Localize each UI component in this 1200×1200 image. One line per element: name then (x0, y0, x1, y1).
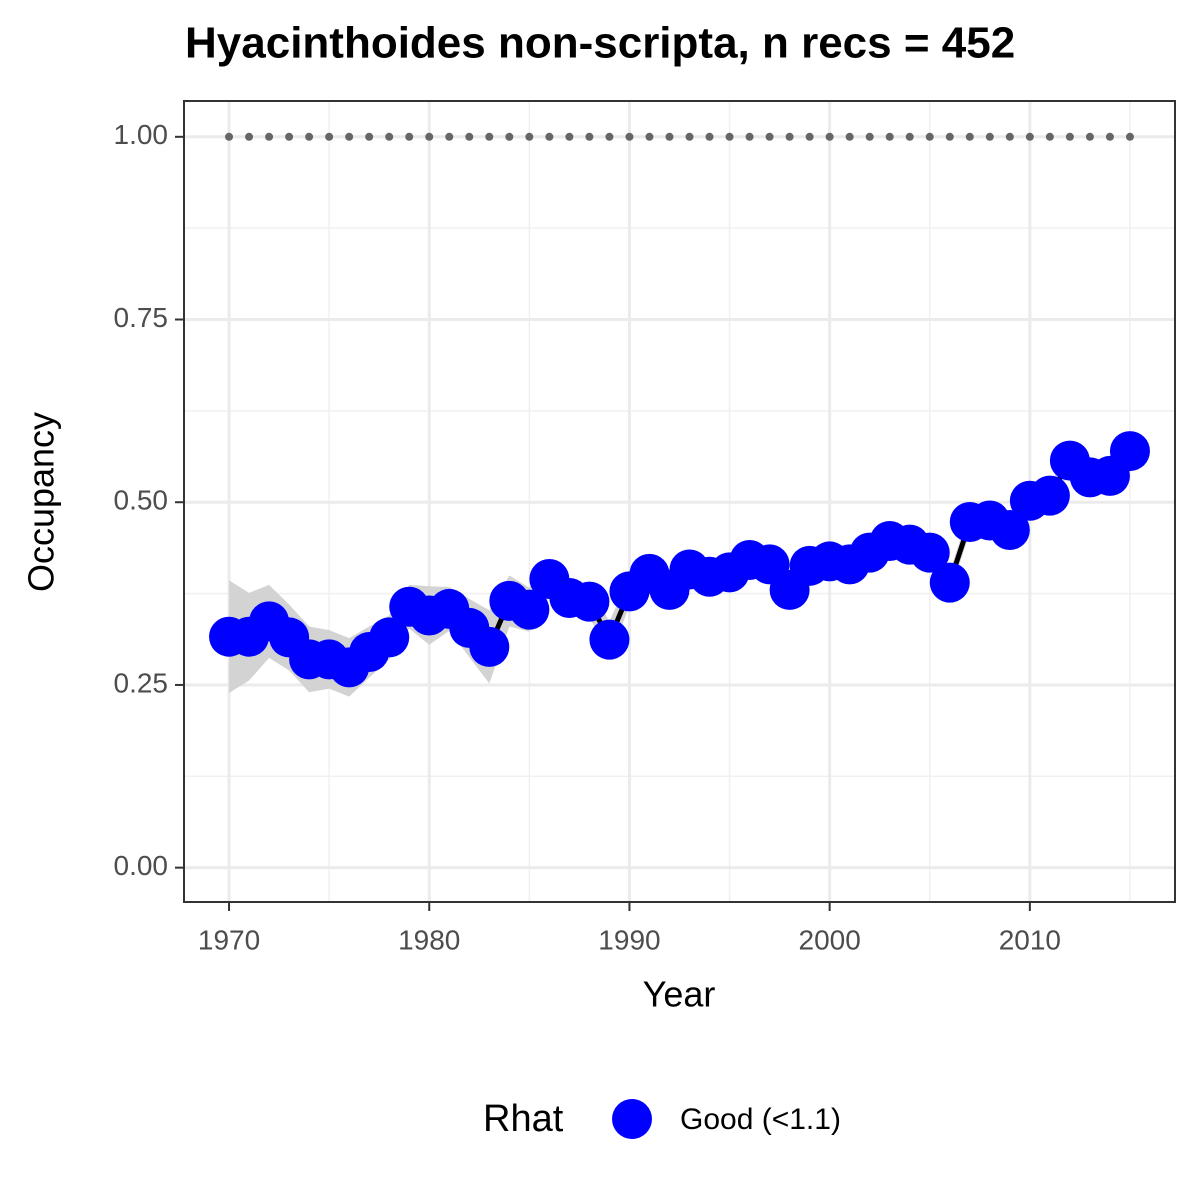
reference-dot (365, 132, 374, 141)
data-point (509, 589, 550, 630)
reference-dot (725, 132, 734, 141)
reference-dot (525, 132, 534, 141)
reference-dot (885, 132, 894, 141)
reference-dot (925, 132, 934, 141)
y-tick-label: 0.25 (114, 667, 169, 698)
panel-border (183, 100, 1176, 903)
reference-dot (625, 132, 634, 141)
y-tick-label: 0.00 (114, 850, 169, 881)
y-tick-label: 0.50 (114, 485, 169, 516)
reference-dot (265, 132, 274, 141)
data-point (369, 617, 410, 658)
reference-dot (665, 132, 674, 141)
reference-dot (1045, 132, 1054, 141)
reference-dot (305, 132, 314, 141)
data-point (469, 626, 510, 667)
reference-dot (505, 132, 514, 141)
x-tick-label: 2000 (799, 924, 861, 955)
reference-dot (965, 132, 974, 141)
x-tick-label: 1970 (198, 924, 260, 955)
reference-dot (405, 132, 414, 141)
reference-dot (685, 132, 694, 141)
reference-dot (445, 132, 454, 141)
y-tick-label: 0.75 (114, 302, 169, 333)
x-tick-label: 1990 (598, 924, 660, 955)
reference-dot (765, 132, 774, 141)
legend-title: Rhat (483, 1098, 564, 1140)
x-axis-title: Year (643, 974, 716, 1015)
reference-dot (845, 132, 854, 141)
reference-dot (485, 132, 494, 141)
legend-marker (612, 1099, 652, 1139)
reference-dot (805, 132, 814, 141)
reference-dot (1005, 132, 1014, 141)
reference-dot (1105, 132, 1114, 141)
reference-dot (545, 132, 554, 141)
reference-dot (345, 132, 354, 141)
reference-dot (465, 132, 474, 141)
reference-dot (1065, 132, 1074, 141)
reference-dot (605, 132, 614, 141)
reference-dot (385, 132, 394, 141)
reference-dot (585, 132, 594, 141)
reference-dot (785, 132, 794, 141)
data-point (1029, 475, 1070, 516)
chart-title: Hyacinthoides non-scripta, n recs = 452 (185, 19, 1015, 68)
legend-label: Good (<1.1) (680, 1103, 841, 1136)
reference-dot (1085, 132, 1094, 141)
reference-dot (865, 132, 874, 141)
reference-dot (705, 132, 714, 141)
y-axis-title: Occupancy (21, 412, 62, 592)
reference-dot (565, 132, 574, 141)
x-tick-label: 2010 (999, 924, 1061, 955)
reference-dot (325, 132, 334, 141)
reference-dot (825, 132, 834, 141)
reference-dot (745, 132, 754, 141)
reference-dot (985, 132, 994, 141)
data-point (1109, 431, 1150, 472)
reference-dot (1125, 132, 1134, 141)
data-point (909, 532, 950, 573)
reference-dot (945, 132, 954, 141)
data-point (569, 581, 610, 622)
reference-dot (645, 132, 654, 141)
reference-dot (905, 132, 914, 141)
reference-dot (245, 132, 254, 141)
data-point (589, 619, 630, 660)
reference-dot (285, 132, 294, 141)
y-tick-label: 1.00 (114, 119, 169, 150)
reference-dot (1025, 132, 1034, 141)
reference-dot (425, 132, 434, 141)
x-tick-label: 1980 (398, 924, 460, 955)
data-point (989, 510, 1030, 551)
data-point (929, 562, 970, 603)
reference-dot (225, 132, 234, 141)
